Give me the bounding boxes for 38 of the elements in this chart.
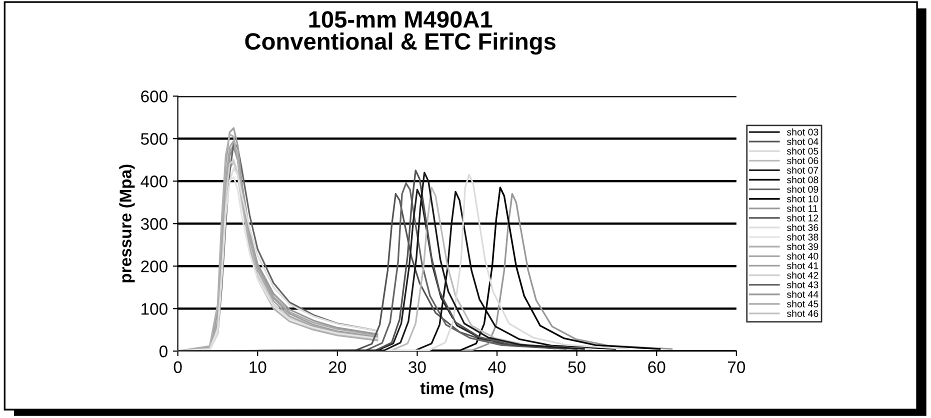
legend-label: shot 08 <box>787 176 818 184</box>
legend-label: shot 36 <box>787 224 818 232</box>
legend-label: shot 05 <box>787 147 818 155</box>
x-axis-title: time (ms) <box>420 382 494 398</box>
legend-label: shot 40 <box>787 252 818 260</box>
x-tick-label: 40 <box>488 361 506 374</box>
chart-title: 105-mm M490A1 Conventional & ETC Firings <box>245 11 556 55</box>
legend-label: shot 12 <box>787 214 818 222</box>
y-tick-label: 600 <box>141 90 168 102</box>
legend-label: shot 07 <box>787 166 818 174</box>
legend-label: shot 39 <box>787 242 818 250</box>
x-tick-label: 70 <box>728 361 746 374</box>
legend-label: shot 09 <box>787 186 818 193</box>
legend-label: shot 10 <box>787 195 818 202</box>
y-tick-label: 200 <box>141 260 168 272</box>
x-tick-label: 20 <box>328 361 346 374</box>
y-tick-label: 100 <box>142 303 168 315</box>
legend-label: shot 11 <box>787 204 818 212</box>
y-axis-title: pressure (Mpa) <box>119 164 135 282</box>
legend-label: shot 44 <box>787 290 818 298</box>
y-tick-label: 400 <box>140 176 168 188</box>
legend-label: shot 42 <box>787 272 818 279</box>
legend-label: shot 06 <box>787 157 818 164</box>
x-tick-label: 10 <box>250 361 266 374</box>
legend-label: shot 04 <box>787 138 818 146</box>
legend-label: shot 38 <box>787 233 818 241</box>
legend-label: shot 41 <box>787 262 818 270</box>
legend-label: shot 43 <box>787 281 818 288</box>
legend-label: shot 03 <box>787 128 818 136</box>
legend-label: shot 46 <box>787 310 818 317</box>
y-tick-label: 0 <box>159 346 168 358</box>
x-tick-label: 0 <box>174 361 182 374</box>
x-tick-label: 60 <box>648 361 666 374</box>
x-tick-label: 50 <box>568 361 586 374</box>
legend-label: shot 45 <box>787 300 818 308</box>
y-tick-label: 500 <box>140 133 168 145</box>
x-tick-label: 30 <box>408 361 426 374</box>
y-tick-label: 300 <box>140 218 168 230</box>
